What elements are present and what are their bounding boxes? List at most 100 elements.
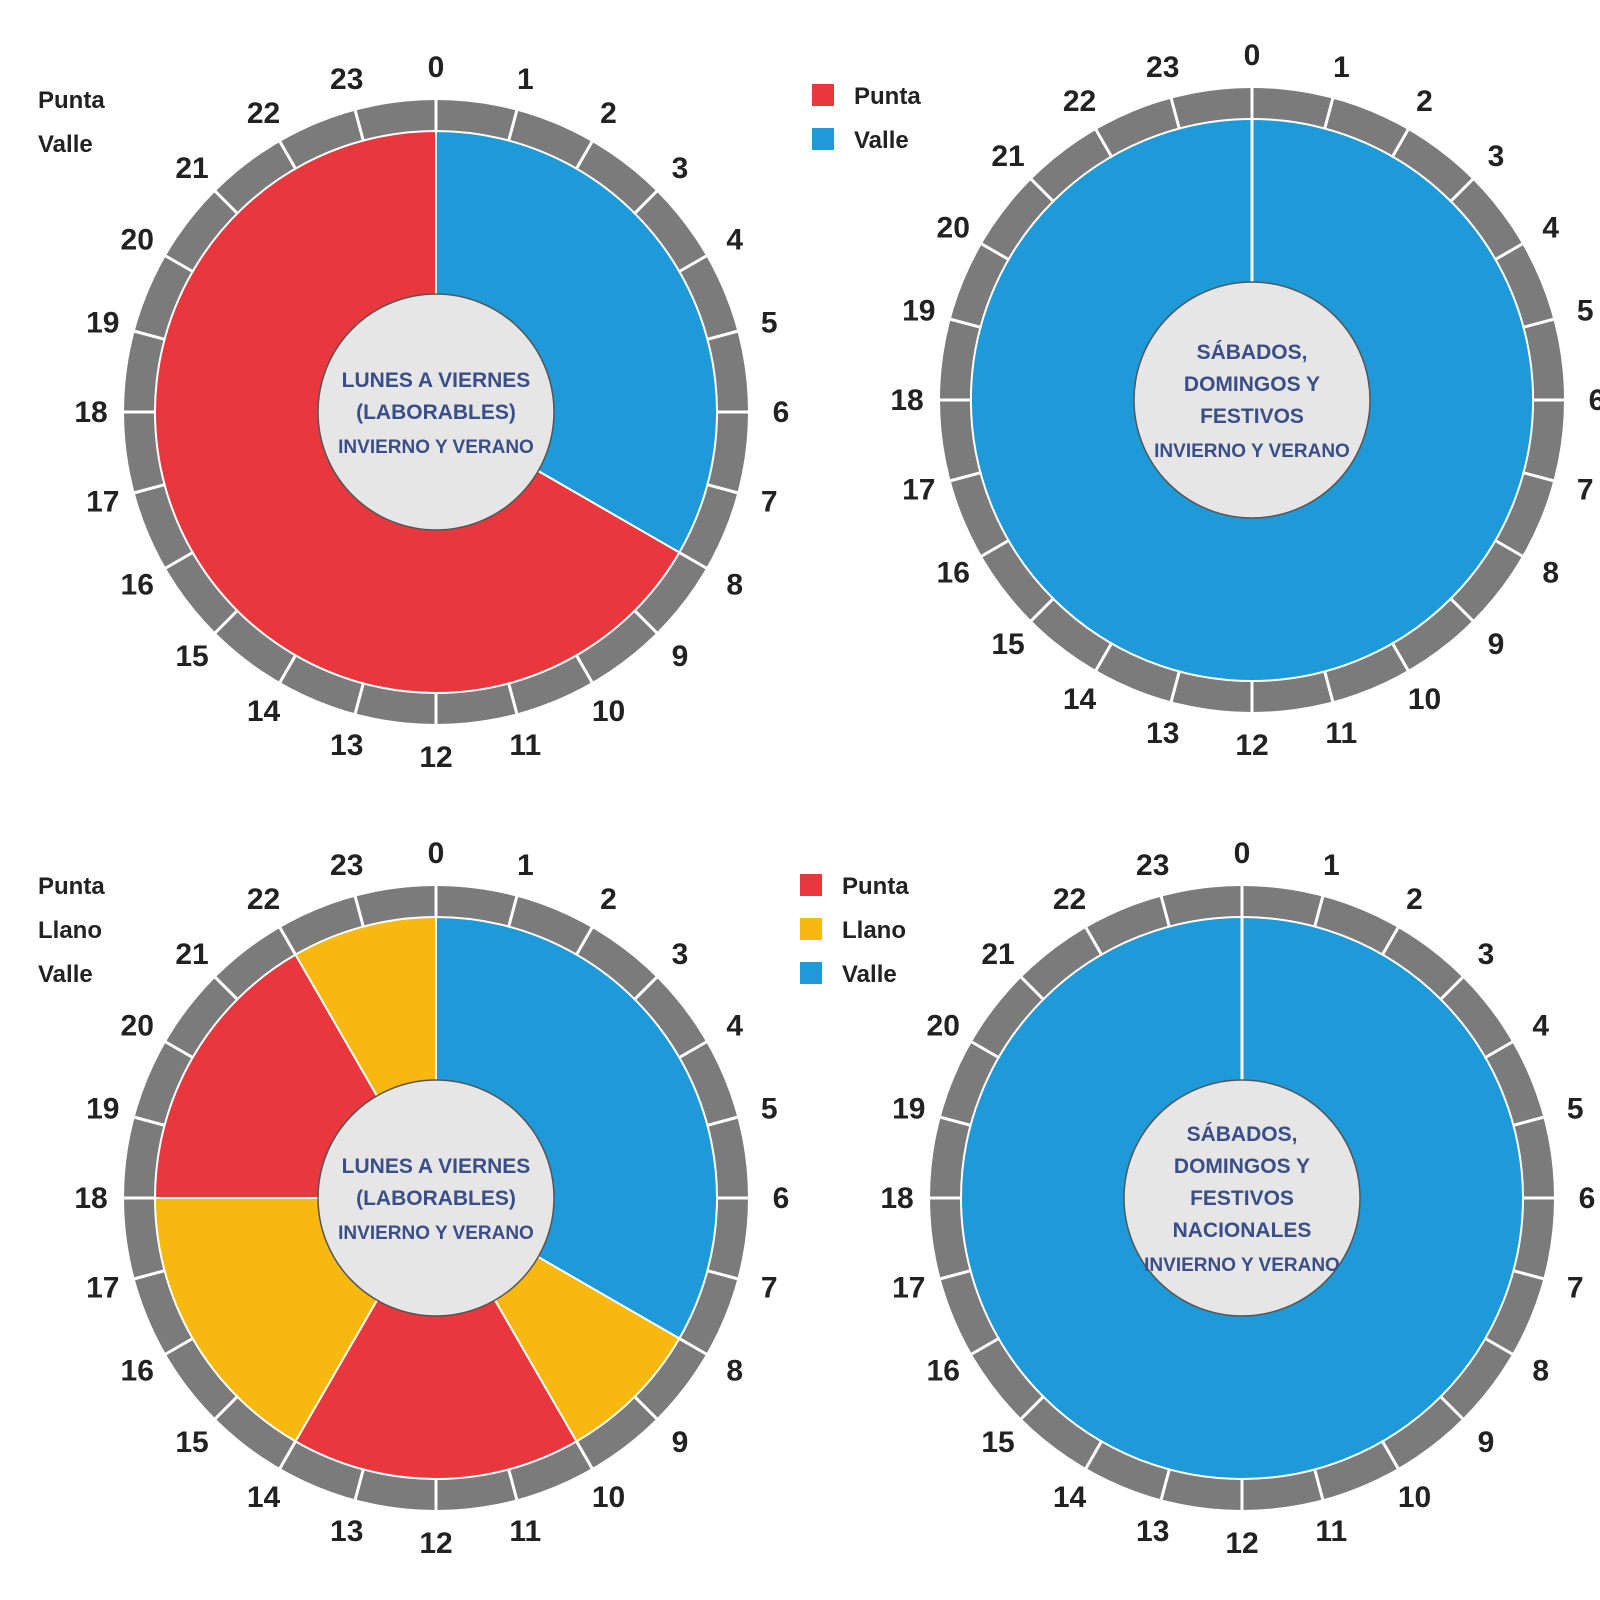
hour-tick-1 <box>507 109 519 142</box>
hour-label-1: 1 <box>517 849 534 882</box>
hour-label-0: 0 <box>1234 837 1251 870</box>
hour-label-22: 22 <box>247 97 280 130</box>
hour-label-4: 4 <box>1542 212 1559 245</box>
hour-tick-7 <box>706 483 739 495</box>
hour-label-10: 10 <box>1398 1481 1431 1514</box>
hour-tick-5 <box>1512 1115 1545 1127</box>
hour-label-16: 16 <box>937 557 970 590</box>
hour-tick-10 <box>574 1439 594 1470</box>
legend: Punta Llano Valle <box>38 873 105 988</box>
hour-label-20: 20 <box>121 224 154 257</box>
hour-tick-16 <box>164 550 195 570</box>
hour-label-10: 10 <box>592 695 625 728</box>
hour-label-14: 14 <box>1053 1481 1087 1514</box>
hour-label-6: 6 <box>773 1182 790 1215</box>
hour-label-13: 13 <box>1136 1515 1169 1548</box>
hour-label-12: 12 <box>1235 729 1268 762</box>
hour-label-4: 4 <box>726 224 743 257</box>
hour-tick-13 <box>353 1468 365 1501</box>
hour-tick-8 <box>1493 538 1524 558</box>
hour-label-11: 11 <box>509 1515 541 1548</box>
hour-tick-14 <box>278 1439 298 1470</box>
hour-label-13: 13 <box>330 729 363 762</box>
hour-tick-13 <box>353 682 365 715</box>
hour-label-13: 13 <box>1146 717 1179 750</box>
center-title-line: SÁBADOS, <box>1197 341 1308 364</box>
hour-tick-11 <box>507 1468 519 1501</box>
hour-label-15: 15 <box>981 1426 1014 1459</box>
legend-label-punta: Punta <box>854 83 921 110</box>
hour-tick-22 <box>278 140 298 171</box>
legend-label-punta: Punta <box>842 873 909 900</box>
hour-tick-14 <box>1084 1439 1104 1470</box>
hour-label-7: 7 <box>1577 473 1594 506</box>
hour-tick-17 <box>939 1269 972 1281</box>
hour-tick-3 <box>632 975 659 1002</box>
hour-tick-3 <box>1448 177 1475 204</box>
hour-tick-8 <box>677 1336 708 1356</box>
hour-tick-21 <box>1029 177 1056 204</box>
center-title-line: FESTIVOS <box>1190 1187 1294 1210</box>
hour-tick-13 <box>1169 670 1181 703</box>
hour-tick-15 <box>213 608 240 635</box>
hour-label-15: 15 <box>175 1426 208 1459</box>
hour-label-21: 21 <box>991 140 1024 173</box>
hour-label-18: 18 <box>880 1182 913 1215</box>
hour-label-0: 0 <box>1244 39 1261 72</box>
hour-label-14: 14 <box>247 695 281 728</box>
hour-label-14: 14 <box>1063 683 1097 716</box>
hour-label-3: 3 <box>672 938 689 971</box>
hour-tick-5 <box>706 1115 739 1127</box>
hour-tick-9 <box>632 1394 659 1421</box>
hour-label-10: 10 <box>592 1481 625 1514</box>
hour-tick-8 <box>1483 1336 1514 1356</box>
legend: Punta Llano Valle <box>800 873 909 988</box>
legend-label-llano: Llano <box>842 917 906 944</box>
center-title-line: LUNES A VIERNES <box>342 1155 531 1178</box>
hour-label-6: 6 <box>1579 1182 1596 1215</box>
center-subtitle: INVIERNO Y VERANO <box>1144 1255 1340 1276</box>
hour-label-0: 0 <box>428 837 445 870</box>
hour-label-12: 12 <box>1225 1527 1258 1560</box>
hour-label-21: 21 <box>175 938 208 971</box>
hour-tick-3 <box>1438 975 1465 1002</box>
hour-label-4: 4 <box>726 1010 743 1043</box>
hour-label-17: 17 <box>86 1271 119 1304</box>
hour-label-2: 2 <box>600 883 617 916</box>
hour-tick-14 <box>1094 641 1114 672</box>
center-title-line: (LABORABLES) <box>356 401 516 424</box>
hour-tick-7 <box>1522 471 1555 483</box>
hour-label-9: 9 <box>1478 1426 1495 1459</box>
hour-tick-13 <box>1159 1468 1171 1501</box>
hour-tick-2 <box>574 140 594 171</box>
hour-tick-19 <box>939 1115 972 1127</box>
hour-tick-21 <box>1019 975 1046 1002</box>
hour-tick-23 <box>353 109 365 142</box>
hour-tick-20 <box>970 1040 1001 1060</box>
hour-tick-15 <box>213 1394 240 1421</box>
legend-swatch-llano <box>800 918 822 940</box>
hour-tick-4 <box>677 254 708 274</box>
hour-tick-4 <box>1483 1040 1514 1060</box>
hour-label-18: 18 <box>74 1182 107 1215</box>
hour-label-21: 21 <box>981 938 1014 971</box>
hour-label-3: 3 <box>1478 938 1495 971</box>
hour-tick-23 <box>1169 97 1181 130</box>
hour-tick-20 <box>164 1040 195 1060</box>
hour-label-12: 12 <box>419 741 452 774</box>
hour-label-9: 9 <box>1488 628 1505 661</box>
hour-tick-17 <box>949 471 982 483</box>
legend: Punta Valle <box>38 87 105 158</box>
clock-chart-3: LUNES A VIERNES (LABORABLES) INVIERNO Y VE… <box>38 837 789 1560</box>
center-disc <box>1133 281 1371 519</box>
center-disc <box>317 293 555 531</box>
hour-label-23: 23 <box>330 63 363 96</box>
hour-label-13: 13 <box>330 1515 363 1548</box>
hour-tick-4 <box>677 1040 708 1060</box>
hour-label-4: 4 <box>1532 1010 1549 1043</box>
legend-swatch-punta <box>812 84 834 106</box>
center-title-line: SÁBADOS, <box>1187 1123 1298 1146</box>
hour-tick-7 <box>1512 1269 1545 1281</box>
hour-tick-9 <box>632 608 659 635</box>
